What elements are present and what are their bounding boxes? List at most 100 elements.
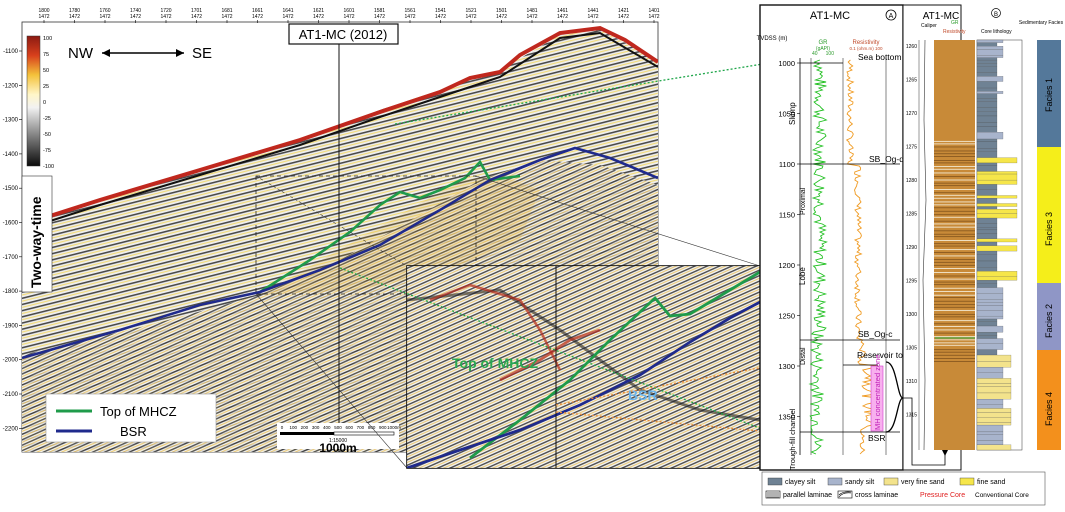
- log-b-badge: B: [994, 12, 998, 18]
- cross-laminae-icon: [837, 490, 853, 499]
- top-tick-sub: 1472: [313, 14, 324, 20]
- lithology-legend: clayey silt sandy silt very fine sand fi…: [761, 471, 1046, 506]
- scale-ratio: 1:15000: [329, 438, 347, 444]
- legend-bsr: BSR: [120, 424, 147, 439]
- top-tick-label: 1681: [221, 8, 232, 14]
- colorbar-tick: -75: [43, 148, 51, 154]
- twt-axis-label: Two-way-time: [28, 196, 44, 288]
- unit-proximal: Proximal: [800, 187, 807, 215]
- legend-parallel: parallel laminae: [783, 492, 832, 499]
- twt-tick-label: -1600: [3, 221, 19, 227]
- unit-labels: Slump Proximal Lobe Distal Trough-fill c…: [788, 102, 807, 470]
- colorbar-tick: -100: [43, 164, 54, 170]
- legend-top-mhcz: Top of MHCZ: [100, 404, 177, 419]
- unit-trough-fill: Trough-fill channel: [788, 408, 797, 470]
- top-tick-sub: 1472: [496, 14, 507, 20]
- gr-curve: [808, 59, 828, 455]
- depth-b-tick: 1270: [906, 111, 917, 117]
- top-tick-sub: 1472: [404, 14, 415, 20]
- depth-b-tick: 1290: [906, 245, 917, 251]
- top-tick-sub: 1472: [435, 14, 446, 20]
- twt-tick-label: -1900: [3, 323, 19, 329]
- colorbar: 100 75 50 25 0 -25 -50 -75 -100: [26, 35, 54, 170]
- gr-label: GR: [819, 40, 829, 46]
- twt-axis-ticks: -1100 -1200 -1300 -1400 -1500 -1600 -1700 -1800…: [3, 49, 22, 432]
- top-tick-label: 1541: [435, 8, 446, 14]
- inset-connectors: [255, 175, 761, 469]
- top-tick-label: 1780: [69, 8, 80, 14]
- scale-tick: 900: [379, 425, 387, 430]
- scale-tick: 100: [289, 425, 297, 430]
- depth-tick: 1300: [778, 362, 795, 371]
- top-tick-label: 1521: [465, 8, 476, 14]
- colorbar-tick: 50: [43, 68, 49, 74]
- depth-b-tick: 1260: [906, 44, 917, 50]
- gr-b-label: GR: [951, 20, 959, 26]
- top-tick-sub: 1472: [252, 14, 263, 20]
- gr-max: 100: [826, 51, 835, 57]
- top-tick-sub: 1472: [99, 14, 110, 20]
- colorbar-tick: 25: [43, 84, 49, 90]
- unit-lobe: Lobe: [798, 267, 807, 285]
- depth-b-tick: 1295: [906, 279, 917, 285]
- top-tick-sub: 1472: [343, 14, 354, 20]
- log-a-title: AT1-MC: [810, 10, 850, 22]
- colorbar-tick: 75: [43, 52, 49, 58]
- legend-fine-sand: fine sand: [977, 479, 1006, 486]
- scale-tick: 0: [281, 425, 284, 430]
- horizon-legend: Top of MHCZ BSR: [45, 393, 217, 443]
- core-lithology-column: Core lithology: [976, 29, 1023, 451]
- top-tick-sub: 1472: [587, 14, 598, 20]
- marker-bsr: BSR: [868, 433, 885, 443]
- top-tick-sub: 1472: [69, 14, 80, 20]
- legend-clayey-silt: clayey silt: [785, 479, 815, 486]
- twt-tick-label: -1500: [3, 186, 19, 192]
- caliper-label: Caliper: [921, 23, 937, 29]
- top-tick-sub: 1472: [282, 14, 293, 20]
- log-b-title: AT1-MC: [923, 11, 959, 22]
- depth-b-tick: 1265: [906, 78, 917, 84]
- core-lith-header: Core lithology: [981, 29, 1012, 35]
- scale-tick: 700: [357, 425, 365, 430]
- seismic-inset: Top of MHCZ BSR: [406, 265, 761, 469]
- resistivity-curve: [845, 59, 880, 455]
- scale-label: 1000m: [319, 441, 356, 455]
- parallel-laminae-icon: [765, 490, 781, 499]
- res-b-label: Resistivity: [943, 29, 966, 35]
- well-log-a: AT1-MC A TVDSS (m) GR (gAPI) 40 100 Resi…: [757, 4, 908, 471]
- bsr-horizon: [22, 146, 658, 360]
- scale-tick: 200: [301, 425, 309, 430]
- top-tick-label: 1581: [374, 8, 385, 14]
- top-tick-sub: 1472: [618, 14, 629, 20]
- depth-b-tick: 1310: [906, 379, 917, 385]
- top-mhcz-horizon: [259, 159, 521, 294]
- res-unit: 0.1 (ohm.m) 100: [849, 46, 883, 51]
- marker-sea-bottom: Sea bottom: [858, 52, 901, 62]
- scale-tick: 500: [334, 425, 342, 430]
- marker-sb-og-d: SB_Og-d: [869, 154, 904, 164]
- well-log-b: AT1-MC B Caliper GR Resistivity 1260 1265…: [902, 4, 1001, 471]
- log-markers: [800, 62, 900, 433]
- scale-tick: 400: [323, 425, 331, 430]
- twt-tick-label: -2100: [3, 392, 19, 398]
- legend-conventional-core: Conventional Core: [975, 492, 1029, 499]
- orientation-nw: NW: [68, 45, 94, 62]
- depth-b-tick: 1305: [906, 346, 917, 352]
- top-tick-sub: 1472: [130, 14, 141, 20]
- top-tick-label: 1760: [99, 8, 110, 14]
- top-tick-sub: 1472: [38, 14, 49, 20]
- top-tick-label: 1561: [404, 8, 415, 14]
- top-tick-sub: 1472: [465, 14, 476, 20]
- twt-tick-label: -2200: [3, 426, 19, 432]
- top-tick-label: 1401: [648, 8, 659, 14]
- depth-tick: 1050: [778, 110, 795, 119]
- depth-tick: 1000: [778, 59, 795, 68]
- twt-tick-label: -2000: [3, 358, 19, 364]
- top-tick-sub: 1472: [191, 14, 202, 20]
- colorbar-tick: 0: [43, 100, 46, 106]
- top-tick-label: 1701: [191, 8, 202, 14]
- inset-top-mhcz: [469, 270, 760, 460]
- depth-tick: 1250: [778, 312, 795, 321]
- facies-1: Facies 1: [1044, 78, 1054, 112]
- unit-slump: Slump: [788, 102, 797, 125]
